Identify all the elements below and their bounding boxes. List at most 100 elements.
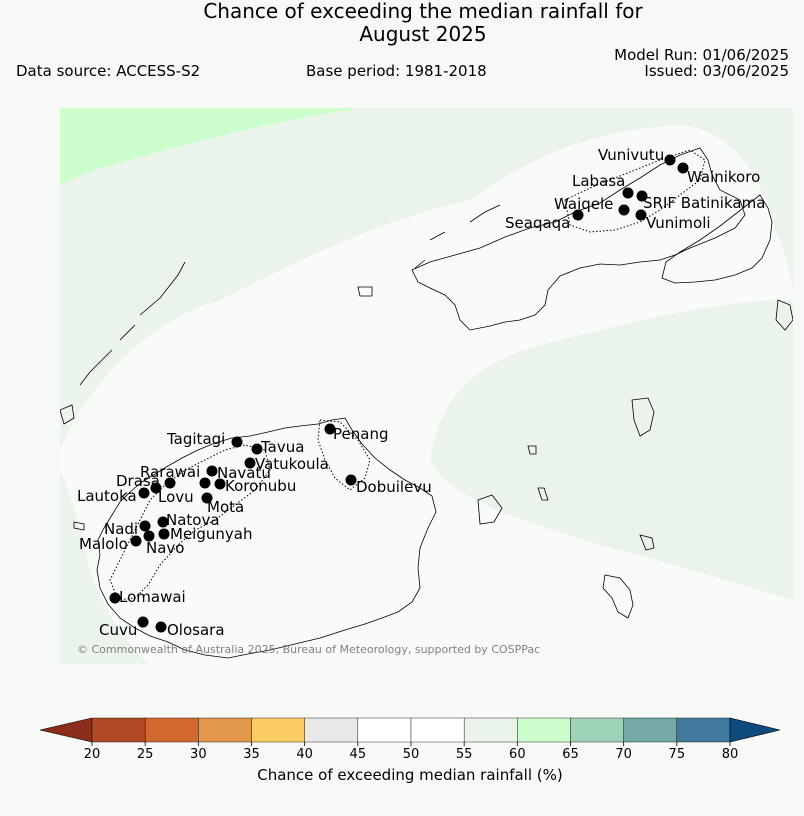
island-vanua-levu (411, 147, 746, 331)
colorbar-cell (410, 717, 465, 743)
islet-yasawa (60, 404, 85, 531)
station-marker-vunimoli (635, 209, 647, 221)
colorbar-tick-label: 20 (84, 747, 101, 762)
station-label-rarawai: Rarawai (140, 463, 200, 481)
colorbar-cell (570, 717, 624, 743)
district-outline-labasa (564, 149, 706, 233)
station-label-seaqaqa: Seaqaqa (505, 214, 570, 232)
station-marker-navatu (199, 477, 211, 489)
colorbar-cell (251, 717, 305, 743)
station-label-nadi: Nadi (104, 520, 138, 538)
colorbar-cell (676, 717, 731, 743)
station-label-drasa: Drasa (116, 472, 160, 490)
station-marker-mota (201, 492, 213, 504)
data-source-text: Data source: ACCESS-S2 (16, 62, 201, 80)
islet-north-1 (357, 286, 373, 297)
colorbar-tick-label: 80 (722, 747, 739, 762)
colorbar-tick-label: 50 (403, 747, 420, 762)
colorbar-cell (463, 717, 518, 743)
station-label-vatukoula: Vatukoula (255, 455, 329, 473)
station-marker-waiqele (618, 204, 630, 216)
colorbar-tick-label: 55 (456, 747, 473, 762)
station-marker-srif-batinikama (636, 190, 648, 202)
station-label-natova: Natova (166, 511, 220, 529)
islet-east-1 (631, 397, 655, 437)
station-marker-natova (157, 516, 169, 528)
colorbar-under-arrow (39, 717, 93, 743)
station-label-koronubu: Koronubu (225, 477, 296, 495)
station-label-mota: Mota (207, 498, 244, 516)
map-panel: Vunivutu Wainikoro Labasa Waiqele SRIF Batin… (60, 108, 793, 664)
colorbar-tick-label: 75 (669, 747, 686, 762)
station-label-tavua: Tavua (260, 438, 304, 456)
station-marker-labasa (622, 187, 634, 199)
islet-east-2 (477, 494, 503, 525)
station-label-navo: Navo (146, 539, 184, 557)
station-marker-lautoka (138, 487, 150, 499)
station-marker-tavua (251, 443, 263, 455)
title-line-2: August 2025 (359, 22, 487, 46)
colorbar-tick-label: 35 (243, 747, 260, 762)
station-marker-malolo (130, 535, 142, 547)
station-marker-vunivutu (664, 154, 676, 166)
station-marker-vatukoula (244, 457, 256, 469)
island-taveuni (661, 194, 773, 284)
district-outline-west (109, 444, 271, 601)
title-line-1: Chance of exceeding the median rainfall … (203, 0, 643, 23)
colorbar-cell (198, 717, 252, 743)
station-marker-tagitagi (231, 436, 243, 448)
station-layer: Vunivutu Wainikoro Labasa Waiqele SRIF Batin… (77, 146, 765, 639)
islet-west-chain (79, 204, 501, 386)
station-marker-dobuilevu (345, 474, 357, 486)
station-label-navatu: Navatu (217, 464, 271, 482)
region-60-65-northwest (60, 108, 360, 185)
station-marker-lovu (164, 477, 176, 489)
station-marker-koronubu (214, 478, 226, 490)
station-label-lautoka: Lautoka (77, 487, 137, 505)
colorbar-tick-label: 60 (509, 747, 526, 762)
station-label-olosara: Olosara (167, 621, 225, 639)
map-svg: Vunivutu Wainikoro Labasa Waiqele SRIF Batin… (60, 108, 793, 664)
map-title: Chance of exceeding the median rainfall … (0, 0, 804, 46)
colorbar-cell (357, 717, 412, 743)
station-label-waiqele: Waiqele (554, 195, 613, 213)
islet-east-5 (527, 445, 537, 455)
station-label-lomawai: Lomawai (119, 588, 186, 606)
colorbar-cell (623, 717, 678, 743)
station-marker-wainikoro (677, 162, 689, 174)
station-marker-olosara (155, 621, 167, 633)
islet-east-3 (639, 534, 655, 551)
station-label-lovu: Lovu (158, 488, 194, 506)
station-label-cuvu: Cuvu (99, 621, 137, 639)
island-north-small (775, 299, 793, 331)
station-label-labasa: Labasa (572, 172, 625, 190)
region-45-55-central (60, 125, 793, 664)
station-label-tagitagi: Tagitagi (166, 430, 225, 448)
colorbar-title: Chance of exceeding median rainfall (%) (257, 766, 563, 784)
station-marker-penang (324, 423, 336, 435)
colorbar-tick-label: 65 (562, 747, 579, 762)
base-period-text: Base period: 1981-2018 (306, 62, 487, 80)
colorbar-cell (144, 717, 199, 743)
station-label-malolo: Malolo (79, 535, 128, 553)
model-run-text: Model Run: 01/06/2025 (614, 46, 789, 64)
station-label-penang: Penang (333, 425, 388, 443)
colorbar-cell (304, 717, 359, 743)
colorbar-tick-label: 40 (296, 747, 313, 762)
colorbar-cell (517, 717, 571, 743)
colorbar-cell (91, 717, 146, 743)
station-marker-navo (143, 530, 155, 542)
colorbar-tick-label: 30 (190, 747, 207, 762)
copyright-credit: © Commonwealth of Australia 2025, Bureau… (77, 643, 540, 656)
colorbar-tick-label: 25 (137, 747, 154, 762)
station-label-vunimoli: Vunimoli (646, 214, 711, 232)
station-label-dobuilevu: Dobuilevu (356, 478, 432, 496)
station-marker-nadi (139, 520, 151, 532)
station-label-vunivutu: Vunivutu (598, 146, 664, 164)
colorbar-tick-label: 45 (350, 747, 367, 762)
district-outline-north (317, 419, 371, 491)
issued-text: Issued: 03/06/2025 (644, 62, 789, 80)
colorbar: 20 25 30 35 40 45 50 55 60 65 70 75 80 (39, 717, 781, 762)
station-marker-meigunyah (158, 528, 170, 540)
station-marker-lomawai (109, 592, 121, 604)
